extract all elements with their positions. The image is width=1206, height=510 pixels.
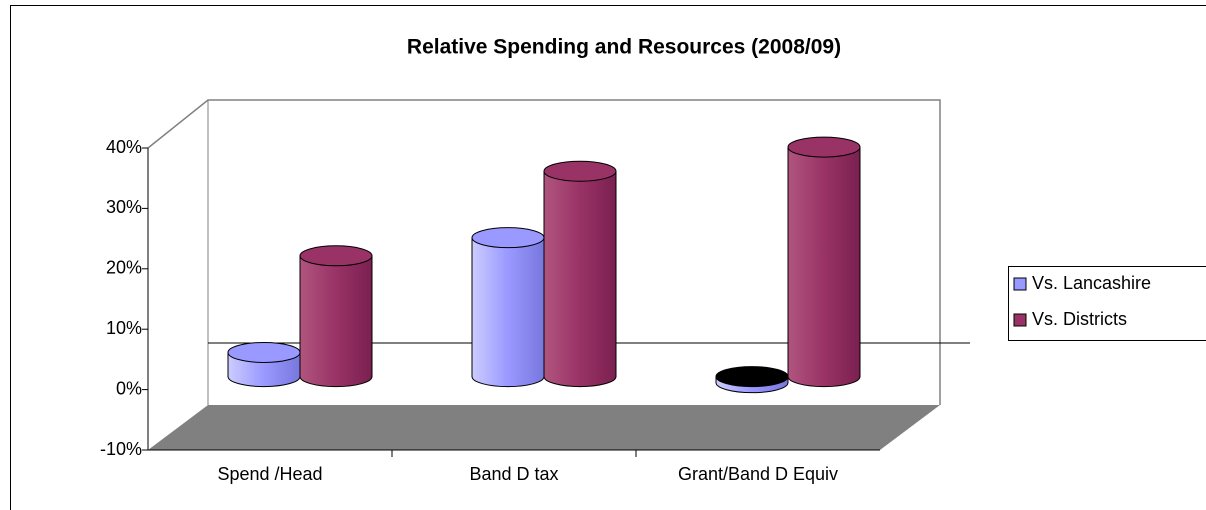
y-tick-label: 20% <box>106 258 142 278</box>
bar-top <box>299 245 373 267</box>
floor <box>148 405 940 450</box>
x-tick-label: Spend /Head <box>217 464 322 484</box>
legend-label: Vs. Lancashire <box>1032 273 1151 293</box>
y-tick-label: 10% <box>106 318 142 338</box>
bar-top <box>543 160 617 182</box>
legend-box <box>1008 266 1206 341</box>
y-tick-label: 0% <box>116 378 142 398</box>
bar <box>227 341 301 388</box>
back-wall <box>147 99 941 405</box>
bar-top <box>715 366 789 388</box>
legend-label: Vs. Districts <box>1032 309 1127 329</box>
x-tick-label: Grant/Band D Equiv <box>678 464 838 484</box>
bar <box>715 366 789 394</box>
bar-top <box>471 227 545 249</box>
bar-body <box>787 146 861 388</box>
bar-body <box>299 255 373 388</box>
bar-top <box>227 341 301 363</box>
bar-top <box>787 136 861 158</box>
legend-swatch <box>1013 277 1027 291</box>
bar <box>299 245 373 388</box>
bar <box>543 160 617 388</box>
bar-body <box>471 237 545 388</box>
bar <box>471 227 545 388</box>
y-tick-label: 40% <box>106 137 142 157</box>
y-tick-label: -10% <box>100 439 142 459</box>
chart-title: Relative Spending and Resources (2008/09… <box>407 36 841 59</box>
legend-swatch <box>1013 313 1027 327</box>
y-tick-label: 30% <box>106 197 142 217</box>
bar <box>787 136 861 388</box>
bar-body <box>543 170 617 388</box>
x-tick-label: Band D tax <box>469 464 558 484</box>
